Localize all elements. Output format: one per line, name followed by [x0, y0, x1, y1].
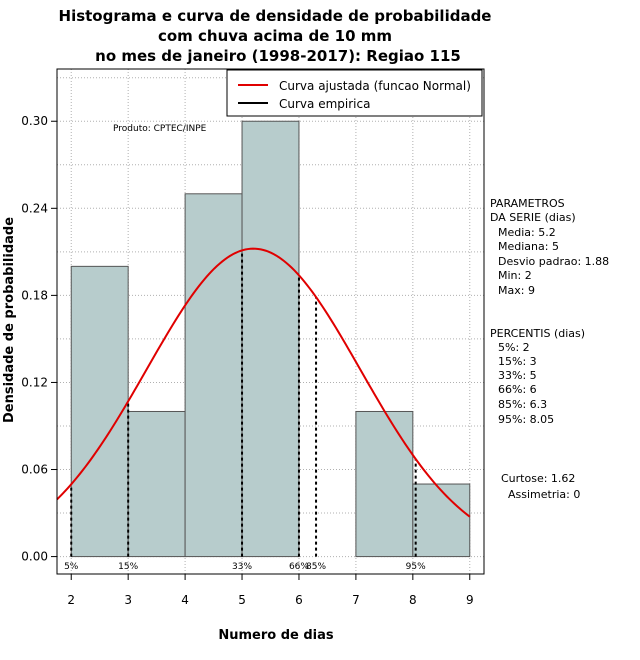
- histogram-bar: [355, 410, 414, 558]
- histogram-bar: [412, 483, 471, 558]
- param-min: Min: 2: [498, 269, 532, 282]
- legend-fit-label: Curva ajustada (funcao Normal): [279, 79, 471, 93]
- x-tick-label: 2: [67, 593, 75, 607]
- params-subheading: DA SERIE (dias): [490, 211, 576, 224]
- y-tick-label: 0.30: [21, 114, 48, 128]
- y-tick-label: 0.12: [21, 375, 48, 389]
- percentiles-panel: PERCENTIS (dias) 5%: 2 15%: 3 33%: 5 66%…: [490, 327, 585, 426]
- x-tick-label: 8: [409, 593, 417, 607]
- percentile-label: 33%: [232, 562, 252, 572]
- x-tick-label: 3: [124, 593, 132, 607]
- x-tick-label: 5: [238, 593, 246, 607]
- x-axis-title: Numero de dias: [218, 628, 334, 643]
- params-heading: PARAMETROS: [490, 197, 565, 210]
- param-max: Max: 9: [498, 284, 535, 297]
- shape-stats-panel: Curtose: 1.62 Assimetria: 0: [501, 472, 580, 501]
- percentile-33: 33%: 5: [498, 369, 537, 382]
- histogram-bars: [70, 120, 471, 558]
- series-parameters-panel: PARAMETROS DA SERIE (dias) Media: 5.2 Me…: [490, 197, 609, 297]
- y-axis-title: Densidade de probabilidade: [2, 217, 17, 423]
- percentile-label: 95%: [406, 562, 426, 572]
- legend-empirical-label: Curva empirica: [279, 97, 370, 111]
- title-line-3: no mes de janeiro (1998-2017): Regiao 11…: [95, 47, 461, 65]
- percentile-label: 5%: [64, 562, 79, 572]
- x-tick-label: 7: [352, 593, 360, 607]
- title-line-1: Histograma e curva de densidade de proba…: [59, 7, 492, 25]
- percentile-66: 66%: 6: [498, 383, 537, 396]
- normal-fit-curve: [56, 247, 471, 518]
- percentile-85: 85%: 6.3: [498, 398, 547, 411]
- x-tick-label: 9: [466, 593, 474, 607]
- percentile-labels: 5% 15% 33% 66%85% 95%: [64, 562, 426, 572]
- x-tick-label: 4: [181, 593, 189, 607]
- y-tick-label: 0.18: [21, 288, 48, 302]
- legend: Curva ajustada (funcao Normal) Curva emp…: [226, 69, 483, 117]
- y-tick-label: 0.00: [21, 550, 48, 564]
- param-median: Mediana: 5: [498, 240, 559, 253]
- percentile-label: 85%: [306, 562, 326, 572]
- percentile-label: 66%: [289, 562, 309, 572]
- histogram-bar: [127, 410, 186, 558]
- chart-title: Histograma e curva de densidade de proba…: [59, 7, 492, 65]
- histogram-bar: [184, 193, 243, 558]
- product-credit: Produto: CPTEC/INPE: [113, 124, 207, 134]
- param-sd: Desvio padrao: 1.88: [498, 255, 609, 268]
- y-axis: 0.00 0.06 0.12 0.18 0.24 0.30: [21, 114, 58, 564]
- y-tick-label: 0.24: [21, 201, 48, 215]
- legend-box: [226, 69, 483, 117]
- percentile-lines: [70, 250, 417, 557]
- histogram-bar: [241, 120, 300, 558]
- percentile-15: 15%: 3: [498, 355, 537, 368]
- percentile-5: 5%: 2: [498, 341, 530, 354]
- stat-skewness: Assimetria: 0: [508, 488, 580, 501]
- histogram-bar: [70, 265, 129, 558]
- x-tick-label: 6: [295, 593, 303, 607]
- stat-kurtosis: Curtose: 1.62: [501, 472, 575, 485]
- percentile-label: 15%: [118, 562, 138, 572]
- percentiles-heading: PERCENTIS (dias): [490, 327, 585, 340]
- percentile-95: 95%: 8.05: [498, 413, 554, 426]
- x-axis: 2 3 4 5 6 7 8 9: [67, 573, 474, 607]
- title-line-2: com chuva acima de 10 mm: [158, 27, 392, 45]
- y-tick-label: 0.06: [21, 463, 48, 477]
- param-mean: Media: 5.2: [498, 226, 556, 239]
